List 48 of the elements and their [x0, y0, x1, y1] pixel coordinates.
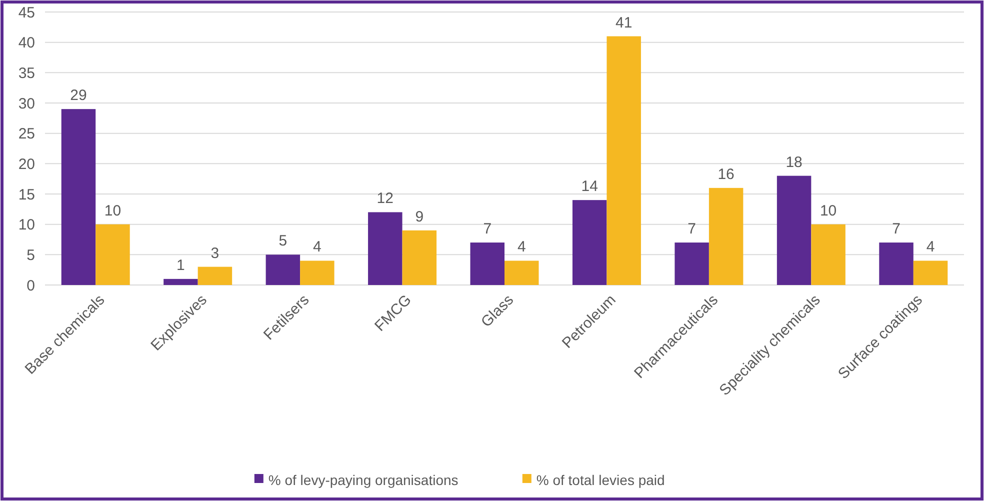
data-label: 4: [517, 238, 526, 256]
y-tick-label: 5: [26, 246, 35, 264]
bar: [368, 212, 402, 285]
bar: [504, 260, 539, 285]
data-label: 10: [820, 202, 837, 220]
legend-label: % of levy-paying organisations: [268, 472, 458, 488]
bar: [776, 176, 812, 285]
data-label: 14: [581, 178, 598, 196]
bar: [61, 109, 96, 285]
y-tick-label: 35: [18, 64, 35, 82]
y-tick-label: 30: [18, 95, 35, 112]
data-label: 7: [483, 220, 492, 238]
bar: [879, 242, 914, 285]
data-label: 10: [104, 202, 122, 220]
bar: [572, 200, 607, 285]
data-label: 5: [278, 232, 288, 250]
y-tick-label: 20: [18, 156, 35, 173]
bar: [402, 230, 437, 285]
y-tick-label: 25: [18, 126, 35, 143]
data-label: 7: [892, 220, 900, 238]
data-label: 9: [415, 208, 424, 226]
y-tick-label: 10: [18, 216, 35, 234]
bar: [266, 254, 300, 285]
legend-label: % of total levies paid: [536, 472, 665, 488]
bar: [674, 242, 709, 285]
data-label: 1: [176, 256, 185, 274]
bar: [811, 224, 846, 285]
data-label: 12: [376, 190, 394, 208]
data-label: 7: [688, 220, 696, 238]
bar: [708, 188, 744, 285]
y-tick-label: 45: [18, 4, 35, 22]
data-label: 16: [718, 166, 734, 183]
bar: [606, 36, 641, 285]
y-tick-label: 0: [26, 277, 35, 294]
data-label: 4: [313, 238, 322, 256]
data-label: 41: [616, 14, 632, 32]
bar: [300, 260, 334, 285]
data-label: 18: [786, 154, 802, 171]
data-label: 3: [210, 244, 220, 262]
data-label: 4: [926, 238, 935, 256]
bar: [164, 278, 198, 285]
bar: [198, 266, 232, 285]
bar: [96, 224, 130, 285]
data-label: 29: [70, 87, 87, 104]
y-tick-label: 40: [18, 34, 35, 52]
y-tick-label: 15: [18, 186, 35, 204]
bar: [470, 242, 504, 285]
bar: [913, 260, 948, 285]
